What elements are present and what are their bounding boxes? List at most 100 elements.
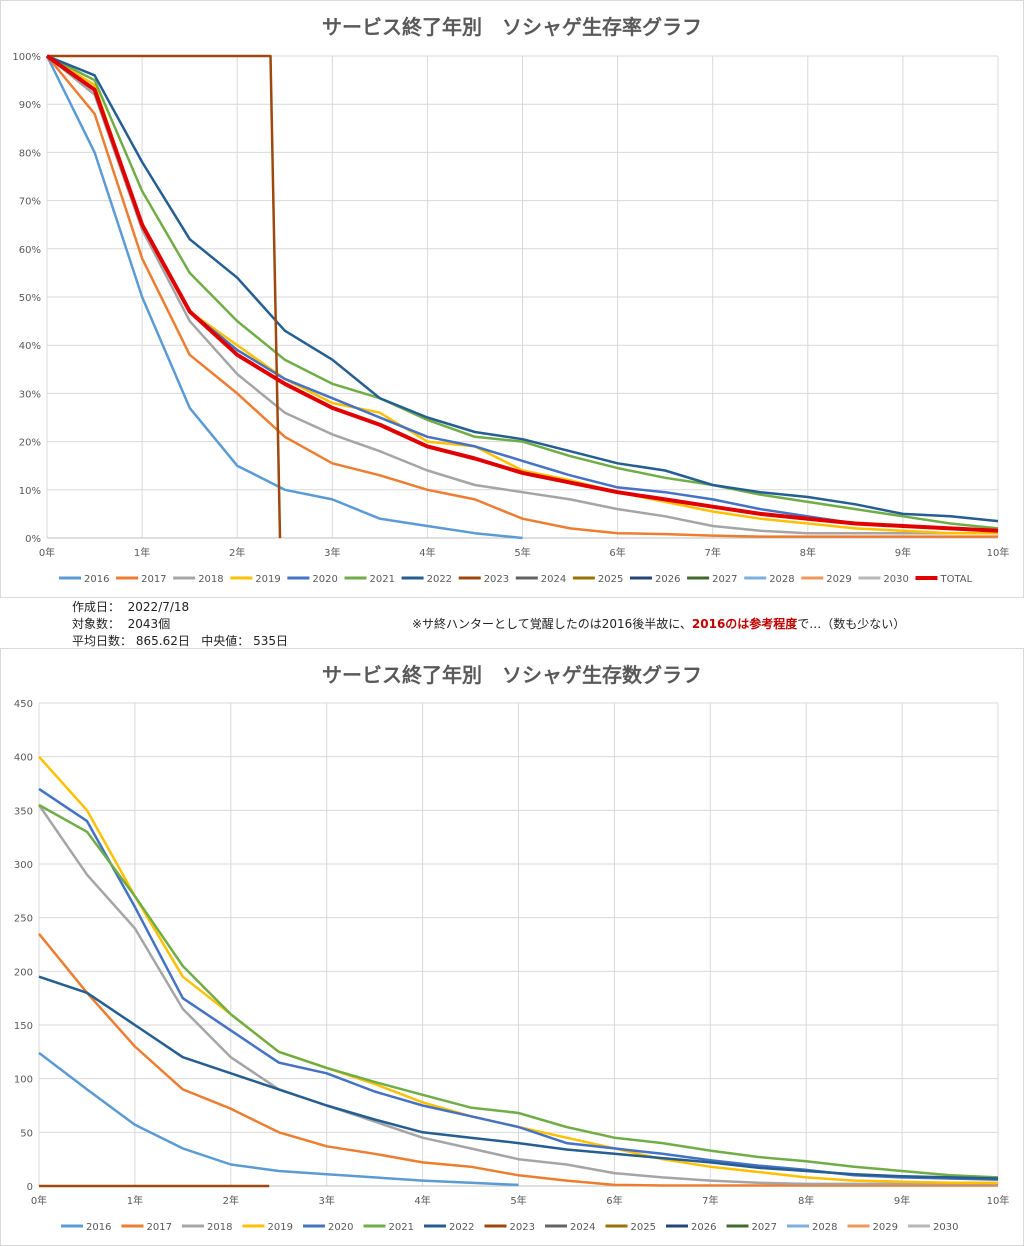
y-tick-label: 70% xyxy=(19,197,41,208)
note-b: 2016のは参考程度 xyxy=(691,617,798,631)
series-line-2017 xyxy=(38,933,998,1187)
mean-value: 865.62日 xyxy=(135,634,190,648)
legend-label-2018: 2018 xyxy=(207,1222,232,1233)
y-tick-label: 40% xyxy=(19,341,41,352)
mean-label: 平均日数： xyxy=(72,634,133,648)
y-tick-label: 400 xyxy=(14,753,33,764)
series-line-2017 xyxy=(46,55,998,538)
x-tick-label: 9年 xyxy=(894,1194,910,1207)
x-tick-label: 3年 xyxy=(319,1194,335,1207)
median-value: 535日 xyxy=(253,634,289,648)
legend-label-2024: 2024 xyxy=(570,1222,595,1233)
chart-title: サービス終了年別 ソシャゲ生存率グラフ xyxy=(322,15,702,39)
count-label: 対象数： xyxy=(72,617,121,631)
legend-label-2022: 2022 xyxy=(427,574,452,585)
x-tick-label: 7年 xyxy=(705,546,721,559)
x-tick-label: 8年 xyxy=(798,1194,814,1207)
x-tick-label: 7年 xyxy=(702,1194,718,1207)
legend-label-TOTAL: TOTAL xyxy=(940,574,973,585)
legend-label-2019: 2019 xyxy=(268,1222,293,1233)
y-tick-label: 30% xyxy=(19,389,41,400)
y-tick-label: 60% xyxy=(19,245,41,256)
x-tick-label: 0年 xyxy=(31,1194,47,1207)
series-line-2018 xyxy=(46,55,998,535)
y-tick-label: 0% xyxy=(25,534,41,545)
x-tick-label: 1年 xyxy=(134,546,150,559)
x-tick-label: 5年 xyxy=(514,546,530,559)
x-tick-label: 10年 xyxy=(987,546,1010,559)
note-a: ※サ終ハンターとして覚醒したのは2016後半故に、 xyxy=(412,617,692,631)
y-tick-label: 150 xyxy=(14,1021,33,1032)
info-block: 作成日： 2022/7/18 対象数： 2043個 平均日数： 865.62日 … xyxy=(72,599,288,650)
legend-label-2016: 2016 xyxy=(84,574,109,585)
legend-label-2030: 2030 xyxy=(883,574,908,585)
legend-label-2020: 2020 xyxy=(312,574,337,585)
x-tick-label: 3年 xyxy=(324,546,340,559)
legend-label-2027: 2027 xyxy=(752,1222,777,1233)
x-tick-label: 9年 xyxy=(895,546,911,559)
legend-label-2017: 2017 xyxy=(141,574,166,585)
count-value: 2043個 xyxy=(127,617,171,631)
y-tick-label: 20% xyxy=(19,438,41,449)
x-tick-label: 10年 xyxy=(987,1194,1010,1207)
y-tick-label: 450 xyxy=(14,699,33,710)
legend-label-2030: 2030 xyxy=(933,1222,958,1233)
y-tick-label: 100 xyxy=(14,1075,33,1086)
median-label: 中央値： xyxy=(201,634,250,648)
y-tick-label: 100% xyxy=(12,52,41,63)
x-tick-label: 5年 xyxy=(510,1194,526,1207)
legend-label-2025: 2025 xyxy=(631,1222,656,1233)
x-tick-label: 2年 xyxy=(223,1194,239,1207)
legend-label-2026: 2026 xyxy=(655,574,680,585)
x-tick-label: 0年 xyxy=(39,546,55,559)
x-tick-label: 6年 xyxy=(609,546,625,559)
survival-count-chart: サービス終了年別 ソシャゲ生存数グラフ 0 50 100 150 200 250 300 35… xyxy=(0,648,1024,1246)
legend-label-2021: 2021 xyxy=(389,1222,414,1233)
legend-label-2029: 2029 xyxy=(873,1222,898,1233)
legend-label-2028: 2028 xyxy=(769,574,794,585)
legend-label-2023: 2023 xyxy=(510,1222,535,1233)
x-tick-label: 1年 xyxy=(127,1194,143,1207)
series-line-2018 xyxy=(37,804,998,1186)
y-tick-label: 0 xyxy=(27,1182,33,1193)
x-tick-label: 8年 xyxy=(800,546,816,559)
y-tick-label: 50% xyxy=(19,293,41,304)
legend-label-2023: 2023 xyxy=(484,574,509,585)
legend-label-2018: 2018 xyxy=(198,574,223,585)
series-line-TOTAL xyxy=(45,54,999,533)
created-date: 2022/7/18 xyxy=(127,600,190,614)
survival-rate-plot: 0% 10% 20% 30% 40% 50% 60% 70% 80% 90% 100% 0年 1年 2年 3… xyxy=(12,52,1010,585)
survival-rate-chart: サービス終了年別 ソシャゲ生存率グラフ 0% 10% 20% 30% 40% 50% 60%… xyxy=(0,0,1024,598)
legend-label-2020: 2020 xyxy=(328,1222,353,1233)
note: ※サ終ハンターとして覚醒したのは2016後半故に、2016のは参考程度で…（数も… xyxy=(412,615,905,632)
series-line-2016 xyxy=(45,55,523,540)
y-tick-label: 300 xyxy=(14,860,33,871)
series-line-2022 xyxy=(46,54,999,523)
legend-label-2028: 2028 xyxy=(812,1222,837,1233)
y-tick-label: 50 xyxy=(20,1128,33,1139)
x-tick-label: 4年 xyxy=(414,1194,430,1207)
series-line-2021 xyxy=(38,803,999,1179)
legend-label-2022: 2022 xyxy=(449,1222,474,1233)
legend-label-2016: 2016 xyxy=(86,1222,111,1233)
legend-label-2024: 2024 xyxy=(541,574,566,585)
y-tick-label: 10% xyxy=(19,486,41,497)
created-label: 作成日： xyxy=(72,600,121,614)
legend-label-2029: 2029 xyxy=(826,574,851,585)
legend-label-2025: 2025 xyxy=(598,574,623,585)
legend-label-2017: 2017 xyxy=(147,1222,172,1233)
x-tick-label: 4年 xyxy=(419,546,435,559)
y-tick-label: 250 xyxy=(14,914,33,925)
series-line-2022 xyxy=(38,975,999,1180)
series-line-2021 xyxy=(46,54,999,530)
note-c: で…（数も少ない） xyxy=(797,617,906,631)
y-tick-label: 350 xyxy=(14,806,33,817)
y-tick-label: 90% xyxy=(19,100,41,111)
y-tick-label: 200 xyxy=(14,967,33,978)
legend-label-2019: 2019 xyxy=(255,574,280,585)
x-tick-label: 6年 xyxy=(606,1194,622,1207)
legend-label-2026: 2026 xyxy=(691,1222,716,1233)
legend-label-2021: 2021 xyxy=(370,574,395,585)
survival-count-plot: 0 50 100 150 200 250 300 350 400 450 0年 1年 2年 3年 4年 5年 6… xyxy=(14,699,1010,1233)
legend-label-2027: 2027 xyxy=(712,574,737,585)
